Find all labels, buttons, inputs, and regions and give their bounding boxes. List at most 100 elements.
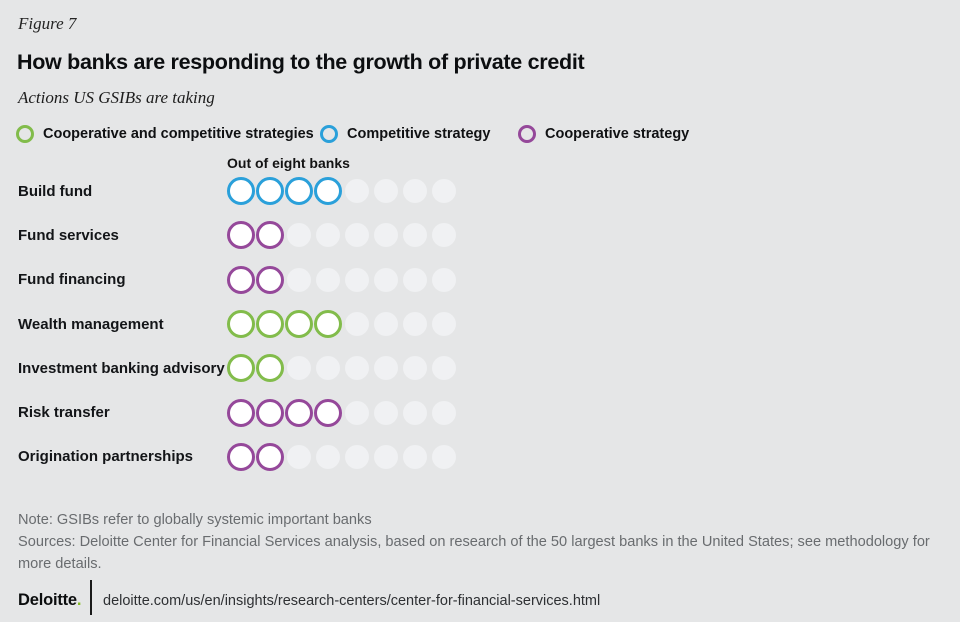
dot-competitive [226, 177, 255, 206]
dot-empty [315, 223, 340, 248]
dot-empty [315, 267, 340, 292]
dot-empty [402, 400, 427, 425]
chart-row: Investment banking advisory [0, 346, 960, 390]
chart-row: Fund services [0, 213, 960, 257]
chart-row: Fund financing [0, 258, 960, 302]
dot-competitive [255, 177, 284, 206]
dot-both [255, 310, 284, 339]
dot-cooperative [226, 442, 255, 471]
chart-row: Origination partnerships [0, 435, 960, 479]
dot-cooperative [284, 398, 313, 427]
dot-empty [431, 179, 456, 204]
dot-both [313, 310, 342, 339]
dot-empty [344, 400, 369, 425]
dot-competitive [313, 177, 342, 206]
dot-matrix: Build fund Fund services Fund financing Wea… [0, 169, 960, 479]
deloitte-green-dot-icon: . [76, 591, 82, 609]
dot-empty [402, 223, 427, 248]
dot-empty [373, 267, 398, 292]
dot-empty [344, 267, 369, 292]
legend-label: Cooperative strategy [545, 126, 690, 142]
dot-empty [286, 356, 311, 381]
dot-group [226, 398, 458, 427]
note-text: Note: GSIBs refer to globally systemic i… [18, 512, 372, 528]
dot-cooperative [255, 265, 284, 294]
dot-both [226, 354, 255, 383]
dot-empty [402, 356, 427, 381]
row-label: Risk transfer [18, 404, 110, 422]
dot-empty [431, 444, 456, 469]
dot-empty [286, 223, 311, 248]
dot-empty [286, 444, 311, 469]
dot-cooperative [255, 398, 284, 427]
row-label: Build fund [18, 182, 93, 200]
dot-empty [344, 179, 369, 204]
footer-divider [90, 580, 92, 615]
dot-empty [315, 444, 340, 469]
dot-empty [286, 267, 311, 292]
dot-empty [373, 179, 398, 204]
dot-empty [402, 267, 427, 292]
chart-row: Wealth management [0, 302, 960, 346]
legend: Cooperative and competitive strategies C… [0, 125, 960, 147]
dot-empty [344, 356, 369, 381]
dot-group [226, 354, 458, 383]
legend-item-both: Cooperative and competitive strategies [16, 125, 314, 143]
legend-swatch-blue-icon [320, 125, 338, 143]
notes-block: Note: GSIBs refer to globally systemic i… [18, 509, 930, 575]
dot-empty [373, 400, 398, 425]
dot-empty [431, 312, 456, 337]
dot-cooperative [313, 398, 342, 427]
dot-both [226, 310, 255, 339]
dot-empty [402, 444, 427, 469]
dot-empty [431, 356, 456, 381]
figure-number: Figure 7 [18, 14, 77, 33]
row-label: Fund services [18, 226, 119, 244]
dot-empty [344, 223, 369, 248]
figure-subtitle: Actions US GSIBs are taking [18, 88, 215, 107]
dot-empty [373, 444, 398, 469]
legend-label: Competitive strategy [347, 126, 491, 142]
dot-empty [402, 312, 427, 337]
sources-text: Sources: Deloitte Center for Financial S… [18, 534, 930, 572]
dot-empty [373, 356, 398, 381]
dot-empty [431, 223, 456, 248]
deloitte-wordmark: Deloitte [18, 591, 77, 609]
dot-empty [373, 223, 398, 248]
row-label: Investment banking advisory [18, 359, 225, 377]
row-label: Wealth management [18, 315, 164, 333]
row-label: Origination partnerships [18, 448, 194, 466]
unit-label: Out of eight banks [227, 155, 350, 171]
dot-group [226, 177, 458, 206]
dot-empty [344, 444, 369, 469]
legend-swatch-green-icon [16, 125, 34, 143]
dot-competitive [284, 177, 313, 206]
legend-item-cooperative: Cooperative strategy [518, 125, 689, 143]
dot-cooperative [255, 442, 284, 471]
row-label: Fund financing [18, 271, 126, 289]
footer-url: deloitte.com/us/en/insights/research-cen… [103, 593, 601, 609]
dot-empty [431, 400, 456, 425]
dot-both [255, 354, 284, 383]
dot-group [226, 265, 458, 294]
dot-empty [315, 356, 340, 381]
dot-cooperative [226, 265, 255, 294]
dot-both [284, 310, 313, 339]
figure-title: How banks are responding to the growth o… [17, 50, 585, 74]
dot-empty [373, 312, 398, 337]
dot-cooperative [255, 221, 284, 250]
legend-item-competitive: Competitive strategy [320, 125, 490, 143]
dot-group [226, 221, 458, 250]
dot-group [226, 442, 458, 471]
legend-swatch-purple-icon [518, 125, 536, 143]
legend-label: Cooperative and competitive strategies [43, 126, 314, 142]
dot-empty [431, 267, 456, 292]
dot-cooperative [226, 221, 255, 250]
chart-row: Build fund [0, 169, 960, 213]
deloitte-logo: Deloitte. [18, 591, 82, 610]
chart-row: Risk transfer [0, 390, 960, 434]
dot-group [226, 310, 458, 339]
dot-cooperative [226, 398, 255, 427]
dot-empty [344, 312, 369, 337]
